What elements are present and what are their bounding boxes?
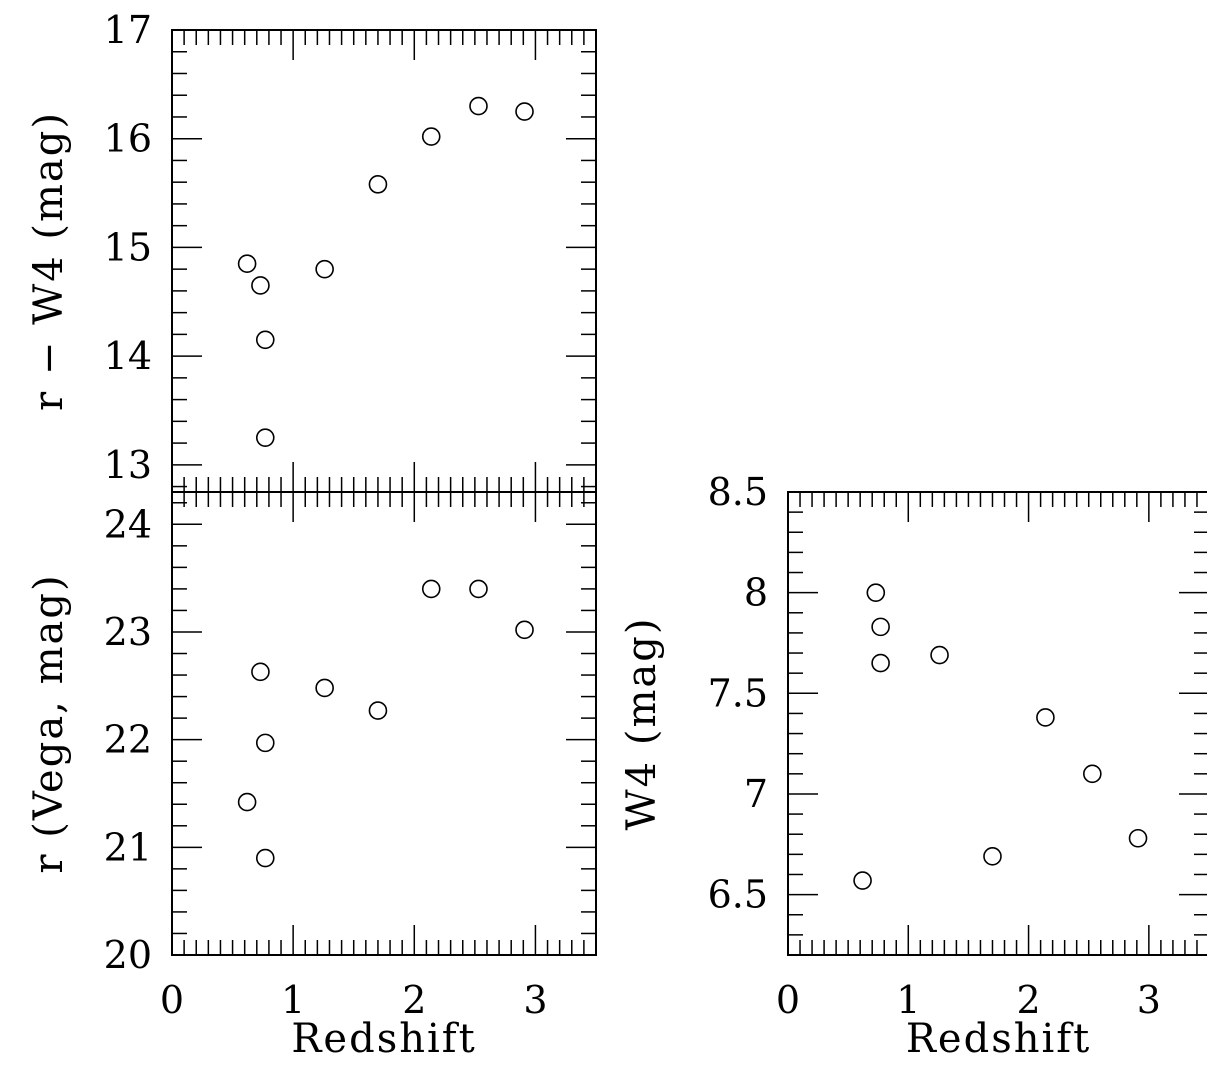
- y-tick-label: 8: [744, 571, 768, 615]
- y-tick-label: 6.5: [708, 873, 768, 917]
- data-point-8: [1084, 765, 1101, 782]
- x-tick-label: 3: [523, 978, 547, 1022]
- y-tick-label: 7.5: [708, 671, 768, 715]
- data-point-9: [1130, 830, 1147, 847]
- data-point-3: [257, 734, 274, 751]
- y-axis-title: r (Vega, mag): [26, 573, 72, 873]
- x-tick-label: 0: [160, 978, 184, 1022]
- y-tick-label: 7: [744, 772, 768, 816]
- y-tick-label: 24: [104, 502, 152, 546]
- data-point-4: [257, 850, 274, 867]
- data-point-9: [516, 621, 533, 638]
- y-tick-label: 21: [104, 825, 152, 869]
- data-point-3: [257, 331, 274, 348]
- y-tick-label: 23: [104, 610, 152, 654]
- x-tick-label: 3: [1137, 978, 1161, 1022]
- plot-frame: [788, 492, 1207, 955]
- y-tick-label: 20: [104, 933, 152, 977]
- plot-frame: [172, 492, 596, 955]
- y-tick-label: 14: [104, 334, 152, 378]
- data-point-2: [867, 584, 884, 601]
- data-point-6: [369, 176, 386, 193]
- data-point-3: [872, 618, 889, 635]
- data-point-2: [252, 663, 269, 680]
- data-point-5: [316, 679, 333, 696]
- data-point-6: [369, 702, 386, 719]
- data-point-1: [854, 872, 871, 889]
- data-point-1: [239, 794, 256, 811]
- x-tick-label: 0: [776, 978, 800, 1022]
- y-axis-title: r − W4 (mag): [26, 111, 72, 411]
- data-point-7: [423, 128, 440, 145]
- data-point-8: [470, 98, 487, 115]
- data-point-5: [931, 647, 948, 664]
- panel-top-left-r-minus-w4: 13 14 15 16 17 r − W4 (mag): [26, 8, 596, 492]
- data-point-9: [516, 103, 533, 120]
- y-tick-label: 17: [104, 8, 152, 52]
- x-axis-title: Redshift: [906, 1016, 1091, 1062]
- data-point-4: [872, 655, 889, 672]
- data-point-1: [239, 255, 256, 272]
- y-tick-label: 15: [104, 225, 152, 269]
- y-tick-label: 13: [104, 443, 152, 487]
- y-axis-title: W4 (mag): [619, 617, 665, 831]
- x-axis-title: Redshift: [291, 1016, 476, 1062]
- data-point-6: [984, 848, 1001, 865]
- data-point-5: [316, 261, 333, 278]
- y-tick-label: 16: [104, 117, 152, 161]
- plot-frame: [172, 30, 596, 492]
- data-point-4: [257, 429, 274, 446]
- data-point-7: [423, 580, 440, 597]
- y-tick-label: 22: [104, 718, 152, 762]
- data-point-8: [470, 580, 487, 597]
- y-tick-label: 8.5: [708, 470, 768, 514]
- data-point-7: [1037, 709, 1054, 726]
- data-point-2: [252, 277, 269, 294]
